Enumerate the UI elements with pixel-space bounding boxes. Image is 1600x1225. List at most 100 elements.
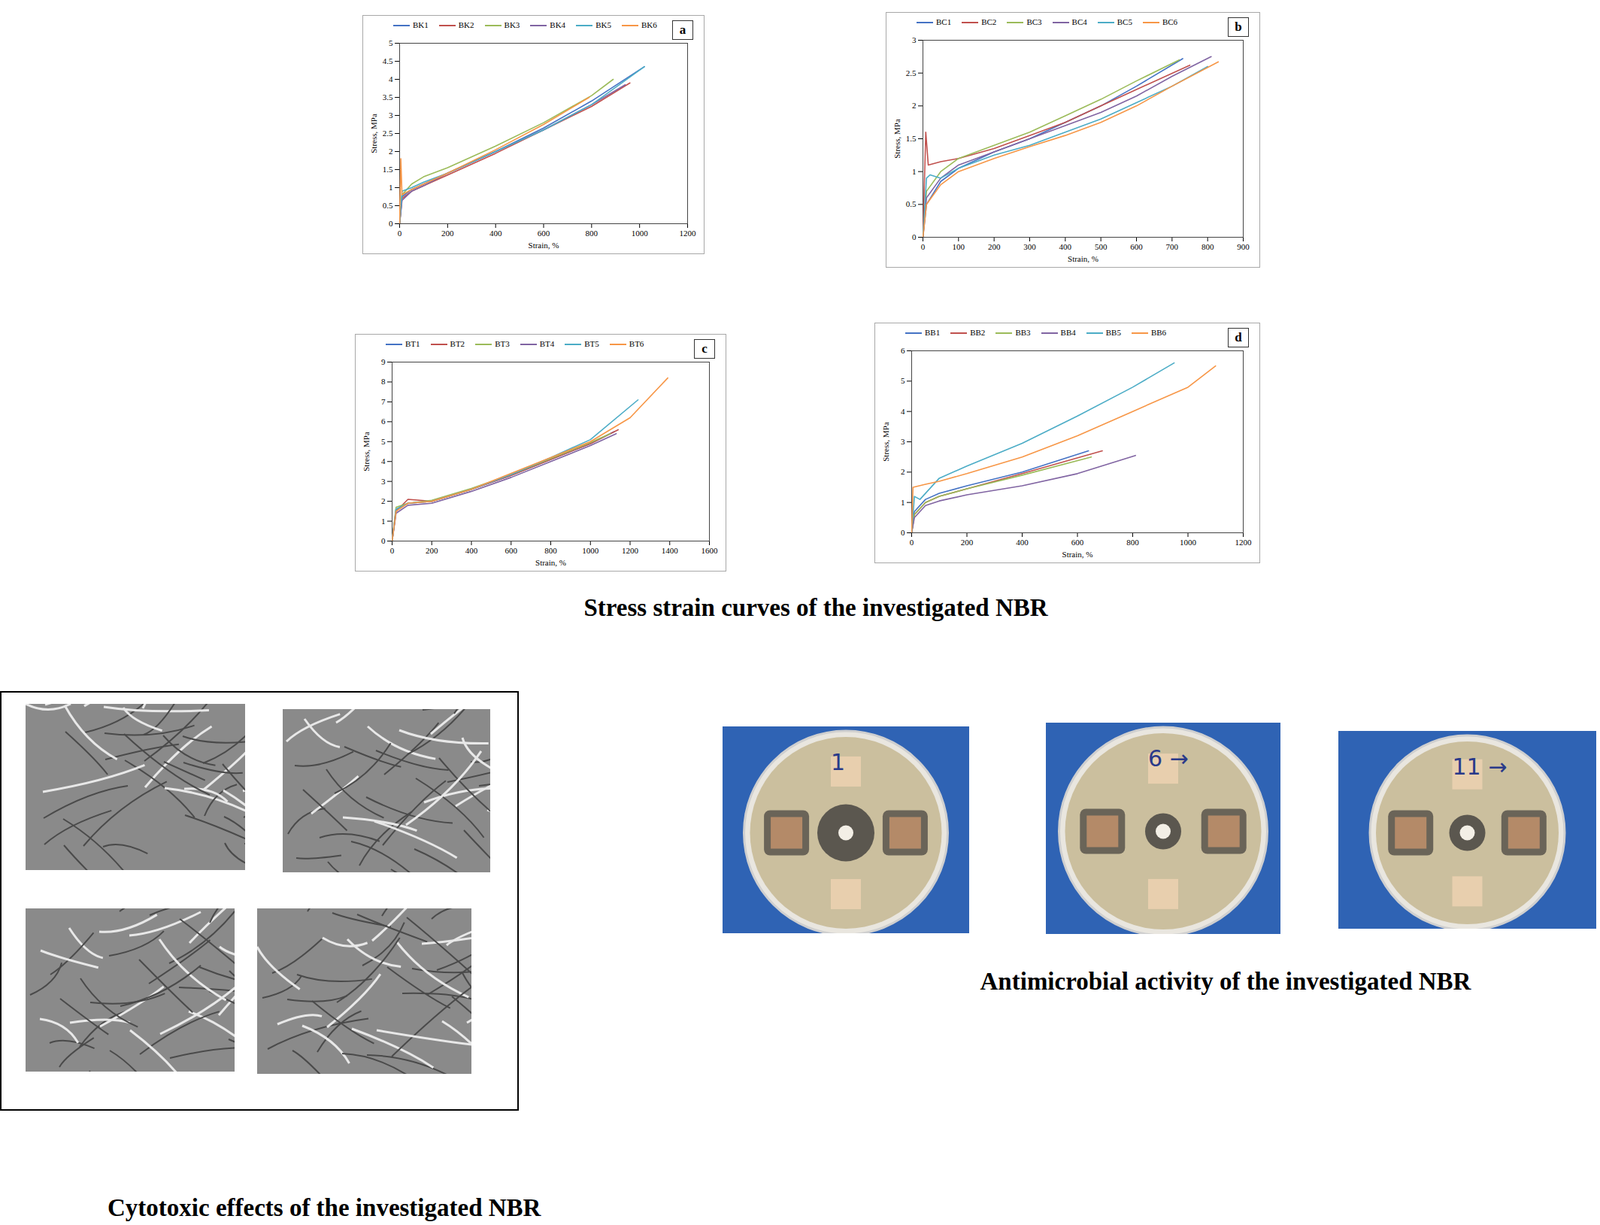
svg-text:1200: 1200 <box>621 545 640 555</box>
svg-text:200: 200 <box>441 228 455 238</box>
svg-text:0: 0 <box>921 242 926 252</box>
svg-text:4: 4 <box>381 456 386 466</box>
html-text:BT4: BT4 <box>539 339 555 349</box>
svg-text:900: 900 <box>1236 242 1250 252</box>
svg-text:400: 400 <box>465 545 479 555</box>
svg-text:1000: 1000 <box>1179 537 1197 547</box>
svg-text:0.5: 0.5 <box>906 199 917 209</box>
svg-text:500: 500 <box>1094 242 1108 252</box>
svg-text:1200: 1200 <box>679 228 697 238</box>
svg-text:1: 1 <box>912 166 917 176</box>
html-text:BT3: BT3 <box>494 339 510 349</box>
svg-text:Stress, MPa: Stress, MPa <box>881 421 891 462</box>
svg-text:800: 800 <box>544 545 558 555</box>
html-text:Stress strain curves of the in: Stress strain curves of the investigated… <box>583 593 1048 622</box>
svg-text:5: 5 <box>388 38 394 48</box>
svg-text:4.5: 4.5 <box>382 56 394 66</box>
html-text:BC3: BC3 <box>1026 17 1042 27</box>
html-text:BC5: BC5 <box>1117 17 1133 27</box>
svg-text:Stress, MPa: Stress, MPa <box>892 118 902 159</box>
svg-text:0: 0 <box>900 527 906 537</box>
html-text:BK4: BK4 <box>549 20 566 30</box>
svg-text:2: 2 <box>900 466 906 476</box>
html-text:BT1: BT1 <box>405 339 420 349</box>
svg-text:5: 5 <box>900 375 906 385</box>
svg-text:2.5: 2.5 <box>906 68 917 78</box>
html-text:BT5: BT5 <box>584 339 600 349</box>
svg-text:100: 100 <box>952 242 966 252</box>
svg-text:1200: 1200 <box>1235 537 1253 547</box>
svg-text:4: 4 <box>388 74 394 84</box>
svg-text:3.5: 3.5 <box>382 92 394 102</box>
svg-text:6: 6 <box>900 345 906 355</box>
html-text:BC1: BC1 <box>936 17 952 27</box>
html-text:BK6: BK6 <box>641 20 657 30</box>
html-text:Cytotoxic effects of the inves: Cytotoxic effects of the investigated NB… <box>107 1193 541 1222</box>
svg-text:9: 9 <box>381 357 386 367</box>
svg-text:1: 1 <box>900 497 906 507</box>
svg-text:200: 200 <box>987 242 1001 252</box>
svg-text:400: 400 <box>1015 537 1029 547</box>
svg-text:200: 200 <box>960 537 974 547</box>
svg-text:2: 2 <box>912 100 917 110</box>
svg-text:300: 300 <box>1023 242 1037 252</box>
svg-text:600: 600 <box>1130 242 1143 252</box>
svg-text:11 →: 11 → <box>1452 753 1508 780</box>
html-text:BC2: BC2 <box>981 17 997 27</box>
svg-text:Strain, %: Strain, % <box>535 557 567 567</box>
svg-text:6 →: 6 → <box>1148 745 1189 772</box>
html-text:BK1: BK1 <box>412 20 429 30</box>
svg-text:800: 800 <box>585 228 599 238</box>
svg-text:0: 0 <box>390 545 395 555</box>
svg-text:2.5: 2.5 <box>382 128 394 138</box>
svg-text:0.5: 0.5 <box>382 200 394 210</box>
svg-text:700: 700 <box>1166 242 1179 252</box>
svg-text:1600: 1600 <box>701 545 719 555</box>
svg-text:1.5: 1.5 <box>382 164 394 174</box>
html-text:BK2: BK2 <box>458 20 475 30</box>
svg-text:6: 6 <box>381 416 386 426</box>
svg-text:3: 3 <box>912 35 917 45</box>
svg-text:Strain, %: Strain, % <box>1067 254 1099 264</box>
svg-text:600: 600 <box>1071 537 1085 547</box>
svg-text:1000: 1000 <box>631 228 649 238</box>
svg-text:3: 3 <box>388 110 394 120</box>
svg-text:1400: 1400 <box>661 545 679 555</box>
svg-text:0: 0 <box>397 228 403 238</box>
svg-text:1000: 1000 <box>581 545 600 555</box>
html-text:BC6: BC6 <box>1162 17 1178 27</box>
svg-text:2: 2 <box>381 496 386 506</box>
svg-text:800: 800 <box>1201 242 1215 252</box>
svg-text:800: 800 <box>1126 537 1140 547</box>
svg-text:3: 3 <box>381 476 386 486</box>
svg-text:400: 400 <box>489 228 503 238</box>
svg-text:Strain, %: Strain, % <box>528 240 560 250</box>
svg-text:1.5: 1.5 <box>906 133 917 143</box>
svg-text:8: 8 <box>381 376 386 386</box>
svg-text:5: 5 <box>381 436 386 446</box>
svg-text:1: 1 <box>388 182 394 192</box>
svg-text:0: 0 <box>388 218 394 228</box>
svg-text:7: 7 <box>381 396 386 407</box>
html-text:BC4: BC4 <box>1071 17 1088 27</box>
svg-text:1: 1 <box>830 748 846 776</box>
svg-text:Stress, MPa: Stress, MPa <box>369 113 379 154</box>
svg-text:0: 0 <box>381 536 386 546</box>
svg-text:400: 400 <box>1059 242 1073 252</box>
svg-text:Stress, MPa: Stress, MPa <box>361 431 371 472</box>
html-text:BT2: BT2 <box>450 339 465 349</box>
html-text:BK3: BK3 <box>504 20 520 30</box>
svg-text:1: 1 <box>381 516 386 526</box>
svg-text:4: 4 <box>900 406 906 416</box>
html-text:Antimicrobial activity of the: Antimicrobial activity of the investigat… <box>980 967 1472 995</box>
svg-text:600: 600 <box>505 545 519 555</box>
svg-text:3: 3 <box>900 436 906 446</box>
svg-text:600: 600 <box>537 228 551 238</box>
html-text:BT6: BT6 <box>629 339 644 349</box>
svg-text:200: 200 <box>425 545 439 555</box>
svg-text:0: 0 <box>909 537 915 547</box>
svg-text:0: 0 <box>912 232 917 242</box>
svg-text:2: 2 <box>388 146 394 156</box>
svg-text:Strain, %: Strain, % <box>1062 549 1094 559</box>
html-text:BK5: BK5 <box>595 20 612 30</box>
